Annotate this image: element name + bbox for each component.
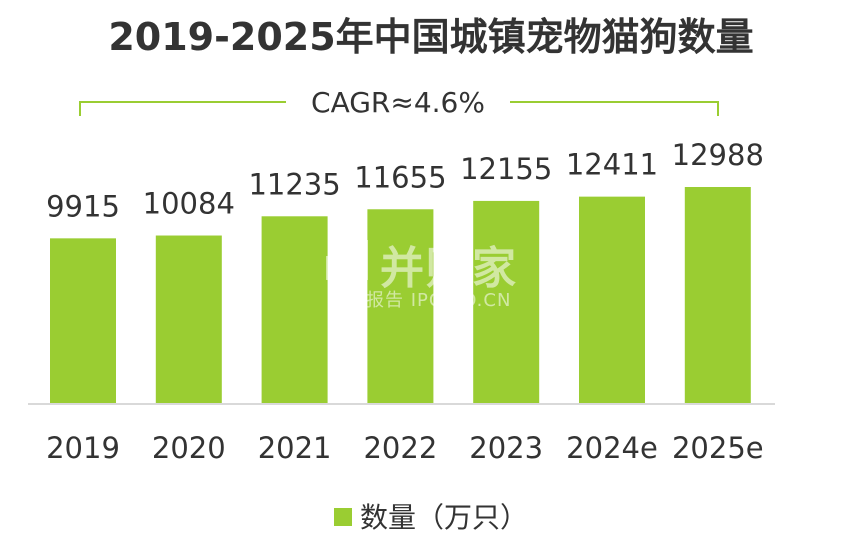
value-label-2025e: 12988 (672, 138, 764, 172)
legend-label: 数量（万只） (359, 501, 528, 534)
bar-2022 (367, 209, 434, 404)
chart-title: 2019-2025年中国城镇宠物猫狗数量 (108, 15, 754, 59)
value-label-2024e: 12411 (566, 148, 658, 182)
bar-2023 (473, 200, 540, 404)
x-tick-label-2023: 2023 (469, 431, 543, 465)
legend-swatch (333, 508, 352, 526)
x-tick-label-2025e: 2025e (672, 431, 764, 465)
cagr-bracket: CAGR≈4.6% (79, 86, 719, 119)
x-tick-label-2021: 2021 (258, 431, 332, 465)
value-label-2020: 10084 (143, 187, 235, 221)
bar-2020 (155, 235, 222, 404)
x-tick-label-2019: 2019 (46, 431, 120, 465)
value-label-2021: 11235 (248, 167, 340, 201)
x-tick-label-2024e: 2024e (566, 431, 658, 465)
cagr-annotation: CAGR≈4.6% (311, 86, 485, 119)
value-label-2023: 12155 (460, 152, 552, 186)
legend: 数量（万只） (0, 496, 862, 536)
x-tick-label-2022: 2022 (363, 431, 437, 465)
value-label-2022: 11655 (354, 160, 446, 194)
bar-2019 (50, 238, 116, 404)
bar-2025e (684, 187, 751, 404)
value-label-2019: 9915 (46, 189, 120, 223)
x-tick-label-2020: 2020 (152, 431, 226, 465)
bar-2021 (261, 216, 328, 404)
cagr-bracket-right (510, 101, 719, 116)
cagr-bracket-left (79, 101, 286, 116)
bar-2024e (579, 196, 645, 404)
